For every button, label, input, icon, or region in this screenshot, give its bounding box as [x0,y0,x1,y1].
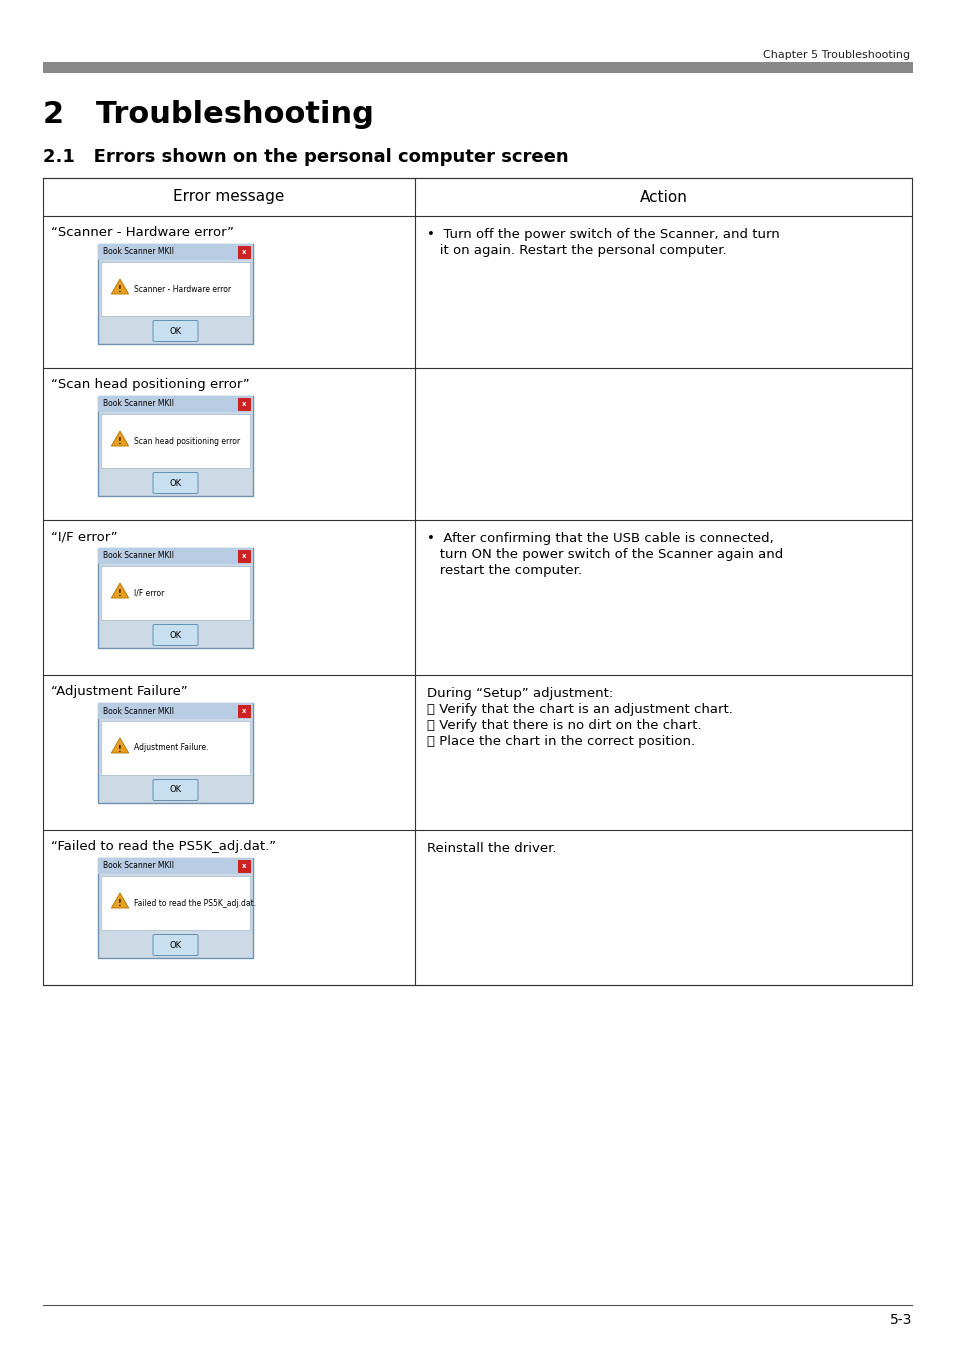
Bar [101,414,250,468]
Text: it on again. Restart the personal computer.: it on again. Restart the personal comput… [427,244,726,256]
Text: !: ! [118,437,122,447]
Text: Chapter 5 Troubleshooting: Chapter 5 Troubleshooting [762,50,909,59]
FancyBboxPatch shape [152,472,198,494]
Bar [98,396,253,412]
Text: •  After confirming that the USB cable is connected,: • After confirming that the USB cable is… [427,532,773,545]
Bar [237,397,251,410]
Text: 5-3: 5-3 [889,1314,911,1327]
Text: x: x [242,401,247,406]
Text: turn ON the power switch of the Scanner again and: turn ON the power switch of the Scanner … [427,548,782,562]
Bar [98,548,253,564]
Text: x: x [242,248,247,255]
Bar [101,721,250,775]
Bar [101,262,250,316]
Text: Book Scanner MKII: Book Scanner MKII [103,706,173,716]
Text: •  Turn off the power switch of the Scanner, and turn: • Turn off the power switch of the Scann… [427,228,779,242]
Text: !: ! [118,285,122,294]
FancyBboxPatch shape [152,934,198,956]
Bar [98,244,253,261]
Text: Action: Action [639,189,687,204]
Text: !: ! [118,744,122,753]
Text: 2.1   Errors shown on the personal computer screen: 2.1 Errors shown on the personal compute… [43,148,568,166]
Text: OK: OK [170,786,181,795]
Bar [98,703,253,720]
Bar [98,703,253,803]
Text: Failed to read the PS5K_adj.dat.: Failed to read the PS5K_adj.dat. [133,899,255,907]
Bar [98,859,253,958]
Text: x: x [242,707,247,714]
Text: 2   Troubleshooting: 2 Troubleshooting [43,100,374,130]
Bar [101,566,250,620]
Text: I/F error: I/F error [133,589,164,598]
Text: !: ! [118,590,122,598]
Text: x: x [242,554,247,559]
Text: Scanner - Hardware error: Scanner - Hardware error [133,285,231,293]
Text: Book Scanner MKII: Book Scanner MKII [103,861,173,871]
Text: During “Setup” adjustment:: During “Setup” adjustment: [427,687,613,701]
Text: Book Scanner MKII: Book Scanner MKII [103,400,173,409]
Bar [43,178,911,986]
Bar [43,62,912,73]
Text: restart the computer.: restart the computer. [427,564,581,576]
Text: OK: OK [170,630,181,640]
Text: “Failed to read the PS5K_adj.dat.”: “Failed to read the PS5K_adj.dat.” [51,840,275,853]
Text: Adjustment Failure.: Adjustment Failure. [133,744,209,752]
Polygon shape [112,279,129,294]
Bar [98,244,253,344]
Bar [237,860,251,872]
Bar [98,548,253,648]
Text: OK: OK [170,327,181,336]
Text: ・ Verify that the chart is an adjustment chart.: ・ Verify that the chart is an adjustment… [427,703,732,716]
Text: ・ Verify that there is no dirt on the chart.: ・ Verify that there is no dirt on the ch… [427,720,700,732]
Polygon shape [112,583,129,598]
FancyBboxPatch shape [152,320,198,342]
Text: “I/F error”: “I/F error” [51,531,117,543]
Bar [237,705,251,717]
Polygon shape [112,738,129,753]
Text: !: ! [118,899,122,909]
Text: x: x [242,863,247,869]
Text: “Scanner - Hardware error”: “Scanner - Hardware error” [51,225,233,239]
Text: OK: OK [170,941,181,949]
Text: Scan head positioning error: Scan head positioning error [133,436,240,446]
Bar [98,859,253,873]
Bar [237,246,251,258]
Polygon shape [112,431,129,446]
Bar [101,876,250,930]
Text: Error message: Error message [173,189,284,204]
Bar [98,396,253,495]
Text: ・ Place the chart in the correct position.: ・ Place the chart in the correct positio… [427,734,695,748]
FancyBboxPatch shape [152,779,198,801]
Bar [237,549,251,563]
Text: Book Scanner MKII: Book Scanner MKII [103,552,173,560]
FancyBboxPatch shape [152,625,198,645]
Text: Book Scanner MKII: Book Scanner MKII [103,247,173,256]
Text: “Scan head positioning error”: “Scan head positioning error” [51,378,250,392]
Polygon shape [112,892,129,909]
Text: “Adjustment Failure”: “Adjustment Failure” [51,684,188,698]
Text: Reinstall the driver.: Reinstall the driver. [427,842,556,855]
Text: OK: OK [170,478,181,487]
